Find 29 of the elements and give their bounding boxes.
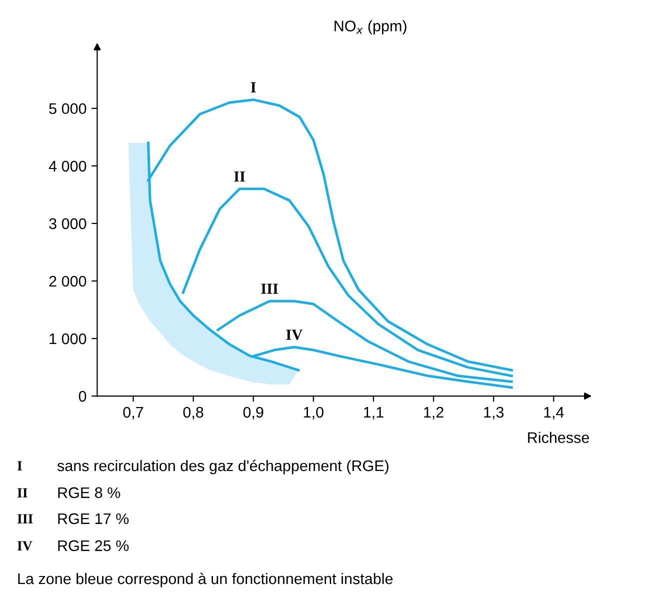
text: sans recirculation des gaz d'échappement (RGE) — [57, 460, 388, 474]
series-label: III — [261, 284, 278, 294]
x-tick-label: 1,0 — [304, 406, 324, 420]
x-tick-label: 1,4 — [544, 407, 564, 420]
series-label: IV — [286, 330, 303, 340]
text: RGE 17 % — [58, 513, 129, 524]
series-label: II — [234, 171, 245, 182]
y-tick-label: 4 000 — [48, 160, 86, 172]
y-tick-label: 3 000 — [49, 218, 86, 230]
text: I — [17, 461, 22, 470]
x-tick-label: 1,1 — [364, 407, 384, 420]
x-tick-label: 0,8 — [183, 406, 204, 420]
text: IV — [17, 541, 32, 551]
text: RGE 8 % — [58, 487, 120, 498]
y-tick-label: 1 000 — [50, 333, 86, 344]
y-tick-label: 5 000 — [49, 103, 86, 114]
series-label: I — [250, 82, 256, 92]
y-tick-label: 2 000 — [49, 276, 86, 287]
text: La zone bleue correspond à un fonctionnement instable — [18, 572, 393, 588]
text: II — [17, 488, 28, 498]
x-tick-label: 1,3 — [484, 406, 504, 420]
x-tick-label: 0,7 — [123, 406, 144, 420]
y-tick-label: 0 — [78, 390, 86, 402]
text: RGE 25 % — [58, 540, 129, 552]
x-tick-label: 0,9 — [243, 406, 264, 420]
text: III — [17, 514, 33, 524]
x-tick-label: 1,2 — [424, 406, 444, 420]
y-axis-title: NO$_{x}$ (ppm) — [334, 20, 406, 34]
x-axis-title: Richesse — [528, 432, 590, 444]
